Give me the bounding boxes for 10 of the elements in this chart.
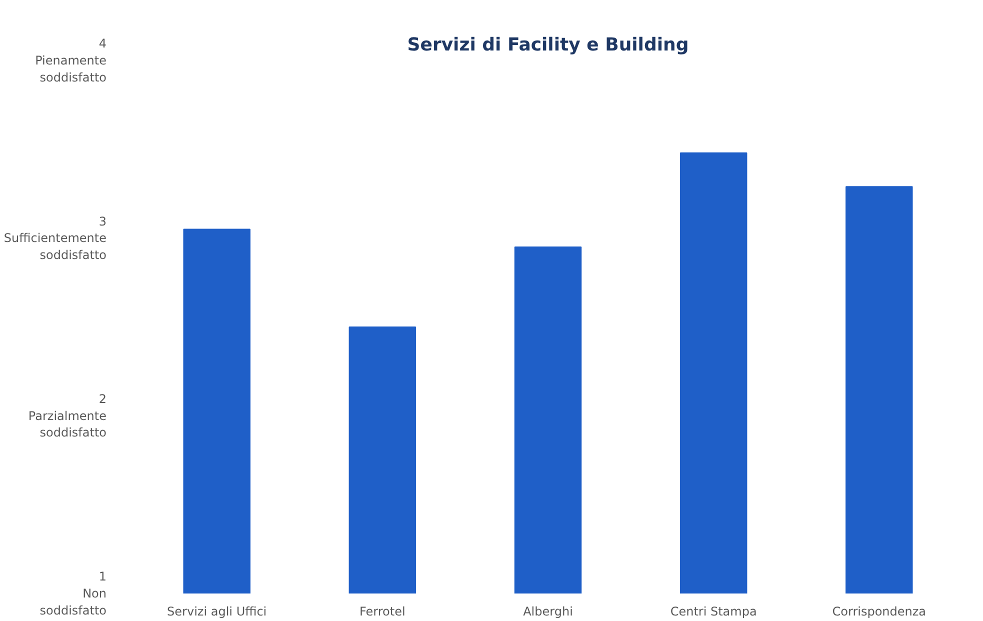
x-tick-label: Corrispondenza: [832, 604, 926, 618]
x-tick-label: Centri Stampa: [670, 604, 757, 618]
chart-title: Servizi di Facility e Building: [407, 34, 689, 56]
x-tick-label: Alberghi: [523, 604, 573, 618]
x-tick-label: Ferrotel: [360, 604, 406, 618]
y-tick-label: 3 Sufficientemente soddisfatto: [4, 214, 107, 262]
y-tick-label: 4 Pienamente soddisfatto: [35, 36, 107, 84]
x-tick-label: Servizi agli Uffici: [167, 604, 267, 618]
y-tick-label: 1 Non soddisfatto: [40, 570, 107, 618]
y-tick-label: 2 Parzialmente soddisfatto: [28, 392, 107, 440]
